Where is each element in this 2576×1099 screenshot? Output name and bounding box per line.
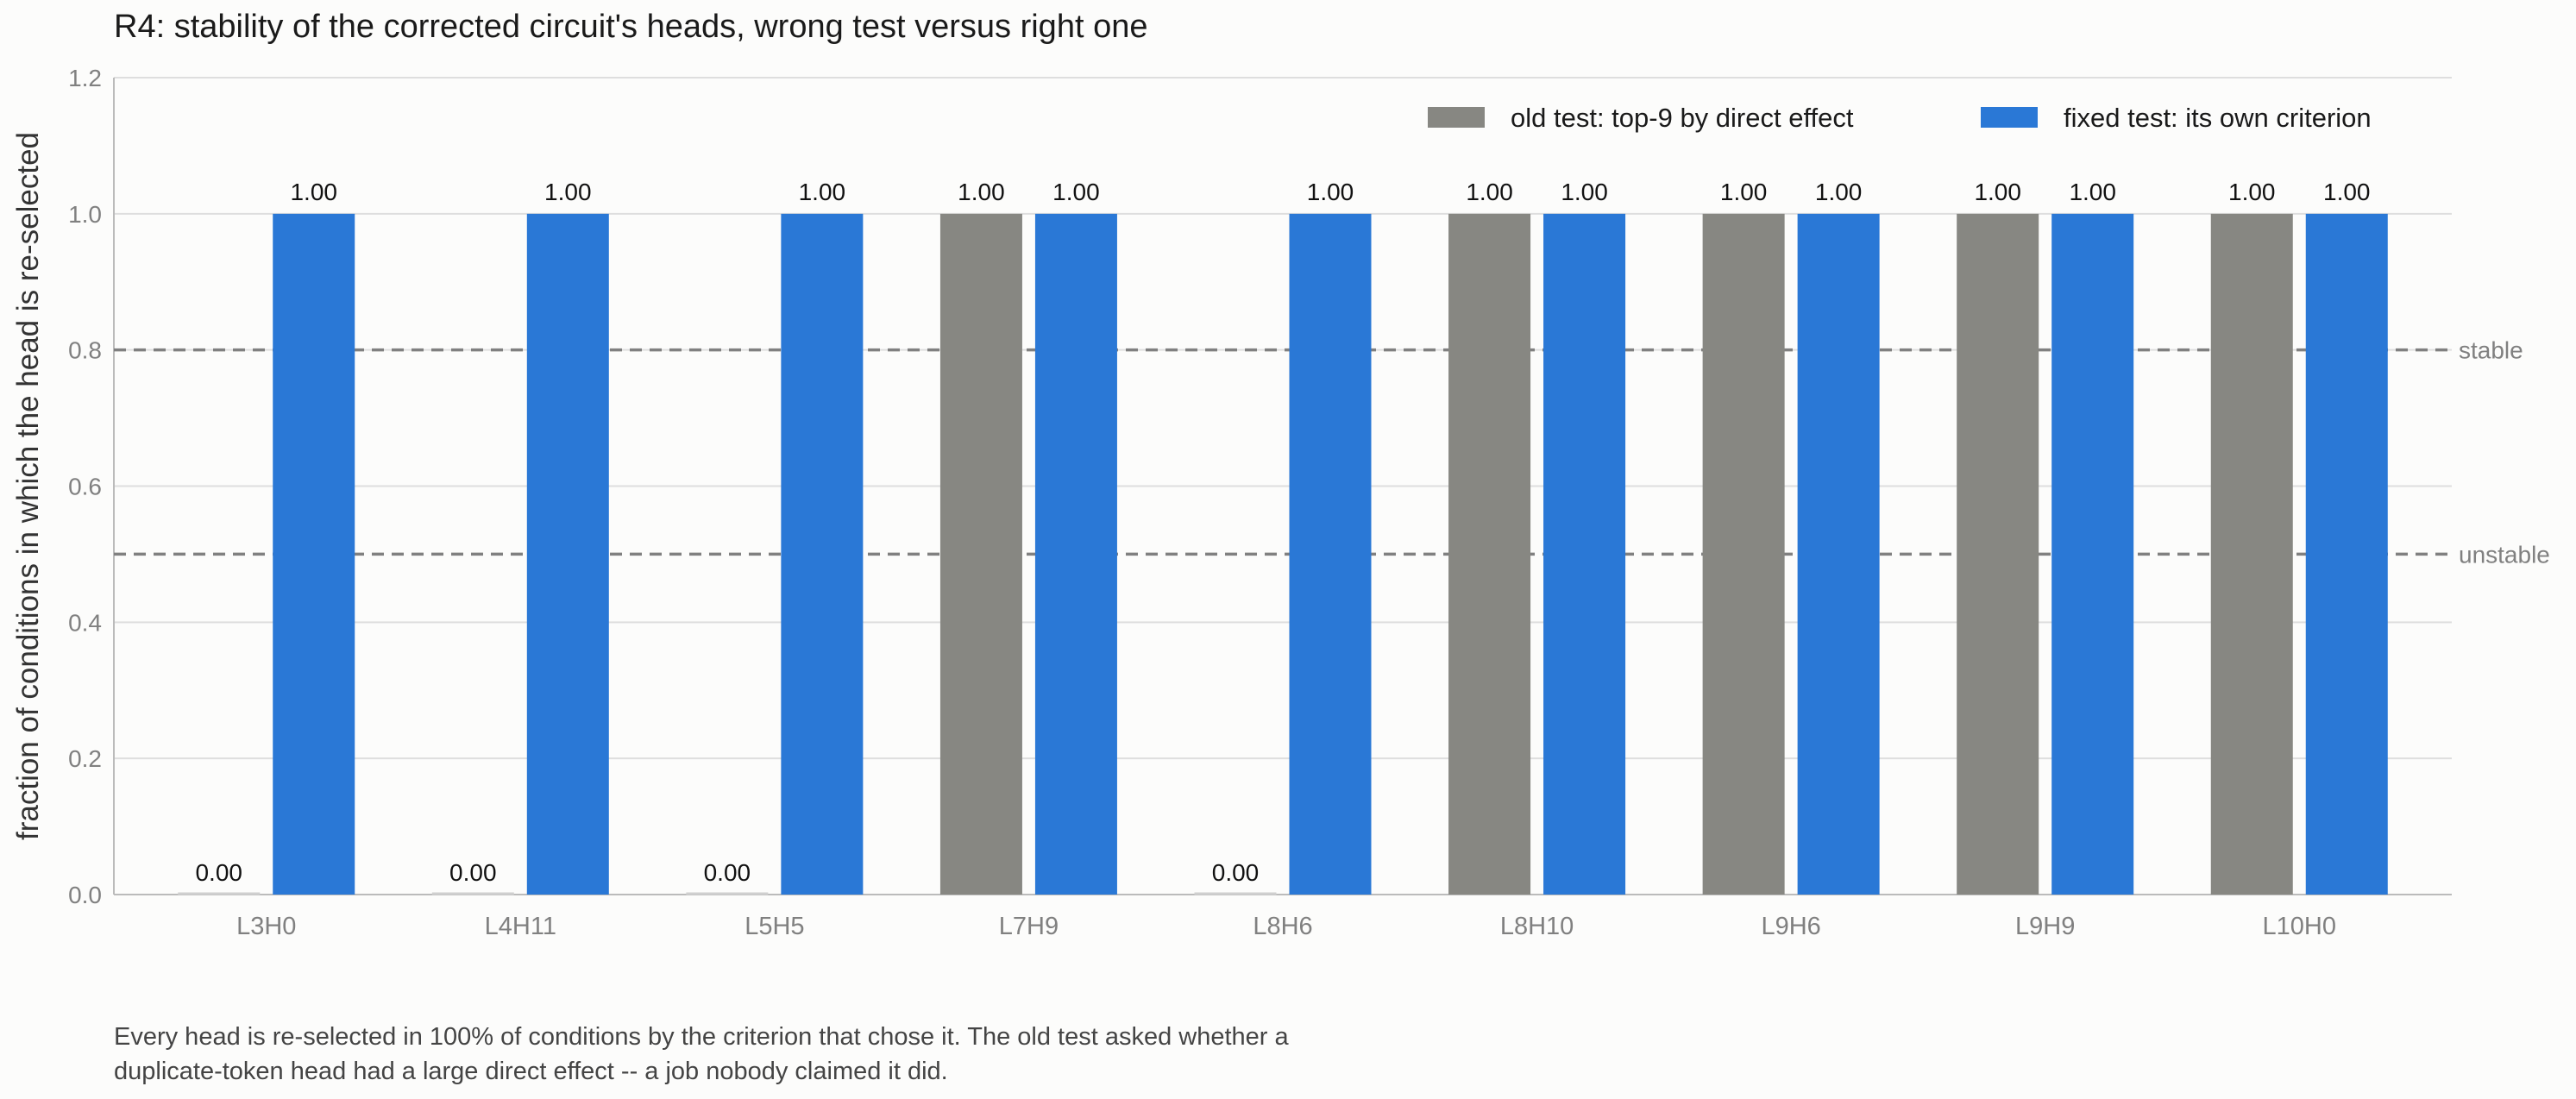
y-tick-label: 1.2 xyxy=(68,65,102,91)
data-label: 1.00 xyxy=(1307,179,1354,205)
x-tick-label: L8H10 xyxy=(1500,913,1574,940)
bar-fixed-test xyxy=(1289,213,1372,895)
bar-fixed-test xyxy=(1543,213,1626,895)
x-tick-label: L7H9 xyxy=(999,913,1059,940)
x-tick-label: L8H6 xyxy=(1253,913,1312,940)
y-tick-label: 0.8 xyxy=(68,337,102,364)
bar-fixed-test xyxy=(273,213,355,895)
x-tick-label: L10H0 xyxy=(2263,913,2336,940)
bar-fixed-test xyxy=(1797,213,1880,895)
caption: Every head is re-selected in 100% of con… xyxy=(114,1020,1753,1089)
y-tick-label: 0.0 xyxy=(68,882,102,908)
bar-old-test xyxy=(1448,213,1531,895)
legend-swatch-old-test xyxy=(1428,107,1485,128)
legend-label-fixed-test: fixed test: its own criterion xyxy=(2064,103,2372,133)
x-tick-label: L5H5 xyxy=(745,913,804,940)
data-label: 1.00 xyxy=(1052,179,1100,205)
bar-fixed-test xyxy=(2051,213,2134,895)
chart-title: R4: stability of the corrected circuit's… xyxy=(114,9,1148,45)
y-tick-label: 0.6 xyxy=(68,474,102,500)
data-label: 1.00 xyxy=(544,179,592,205)
y-axis-label: fraction of conditions in which the head… xyxy=(11,132,45,840)
caption-line-2: duplicate-token head had a large direct … xyxy=(114,1058,948,1085)
x-tick-label: L4H11 xyxy=(485,913,556,940)
data-label: 1.00 xyxy=(2069,179,2116,205)
data-label: 1.00 xyxy=(1720,179,1768,205)
x-tick-label: L3H0 xyxy=(236,913,296,940)
data-label: 0.00 xyxy=(449,859,497,886)
bar-fixed-test xyxy=(781,213,864,895)
bar-fixed-test xyxy=(1034,213,1117,895)
y-tick-label: 1.0 xyxy=(68,201,102,228)
bar-old-test xyxy=(1702,213,1785,895)
data-label: 0.00 xyxy=(195,859,242,886)
x-tick-label: L9H9 xyxy=(2015,913,2075,940)
bar-old-test xyxy=(939,213,1022,895)
x-tick-label: L9H6 xyxy=(1761,913,1820,940)
legend-label-old-test: old test: top-9 by direct effect xyxy=(1511,103,1854,133)
data-label: 1.00 xyxy=(1815,179,1863,205)
reference-line-label: stable xyxy=(2459,337,2523,364)
data-label: 1.00 xyxy=(2323,179,2371,205)
bar-old-test xyxy=(2210,213,2293,895)
data-label: 0.00 xyxy=(704,859,751,886)
bar-fixed-test xyxy=(526,213,609,895)
data-label: 0.00 xyxy=(1212,859,1260,886)
y-tick-label: 0.2 xyxy=(68,745,102,772)
data-label: 1.00 xyxy=(1974,179,2021,205)
reference-line-label: unstable xyxy=(2459,541,2550,568)
caption-line-1: Every head is re-selected in 100% of con… xyxy=(114,1023,1289,1051)
data-label: 1.00 xyxy=(1466,179,1513,205)
data-label: 1.00 xyxy=(1561,179,1608,205)
bar-fixed-test xyxy=(2305,213,2388,895)
data-label: 1.00 xyxy=(2228,179,2276,205)
y-tick-label: 0.4 xyxy=(68,609,102,636)
bar-old-test xyxy=(1957,213,2039,895)
data-label: 1.00 xyxy=(799,179,846,205)
legend-swatch-fixed-test xyxy=(1981,107,2038,128)
data-label: 1.00 xyxy=(290,179,337,205)
data-label: 1.00 xyxy=(958,179,1005,205)
